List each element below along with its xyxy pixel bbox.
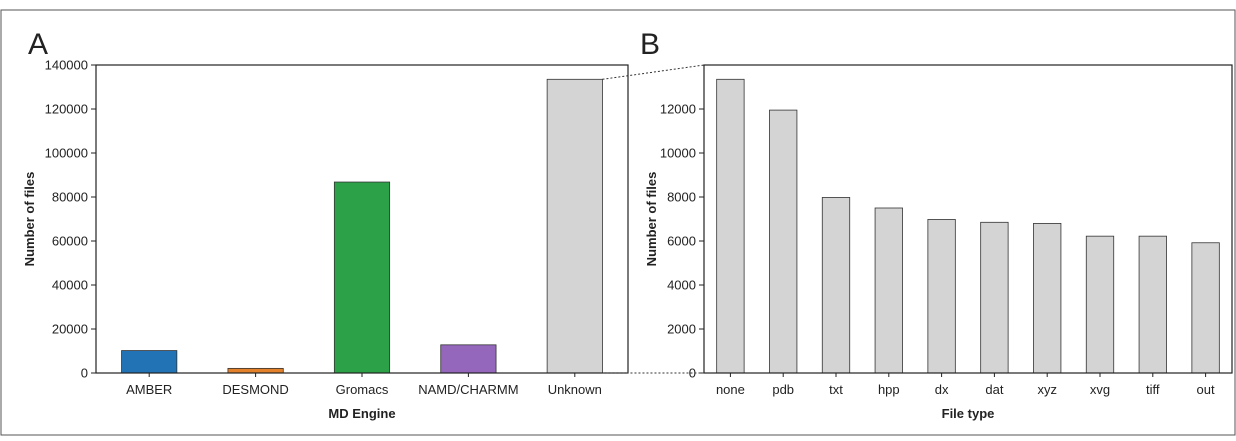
bar-none [716, 78, 745, 374]
x-tick-label: Gromacs [336, 382, 389, 397]
bar-txt [821, 197, 851, 374]
y-tick-label: 20000 [52, 322, 88, 337]
bar-dat [980, 221, 1009, 374]
bar-namd-charmm [440, 344, 497, 374]
bar-xvg [1085, 235, 1115, 374]
x-tick-label: xvg [1090, 382, 1110, 397]
y-tick-label: 6000 [667, 234, 696, 249]
y-tick-label: 140000 [45, 58, 88, 73]
bar-out [1191, 242, 1220, 374]
x-tick-label: NAMD/CHARMM [418, 382, 518, 397]
x-tick-label: tiff [1146, 382, 1160, 397]
plot-frame [703, 64, 1233, 374]
bar-gromacs [333, 181, 391, 374]
y-tick-label: 60000 [52, 234, 88, 249]
x-axis-title: MD Engine [328, 406, 395, 421]
bar-pdb [769, 109, 798, 374]
y-tick-label: 0 [81, 366, 88, 381]
x-tick-label: AMBER [126, 382, 172, 397]
x-tick-label: DESMOND [222, 382, 288, 397]
x-tick-label: none [716, 382, 745, 397]
bar-desmond [227, 367, 284, 374]
bar-amber [121, 350, 178, 374]
figure-frame [0, 9, 1236, 436]
y-tick-label: 80000 [52, 190, 88, 205]
plot-frame [95, 64, 629, 374]
y-tick-label: 120000 [45, 102, 88, 117]
y-tick-label: 2000 [667, 322, 696, 337]
y-tick-label: 12000 [660, 102, 696, 117]
x-tick-label: out [1197, 382, 1215, 397]
x-tick-label: hpp [878, 382, 900, 397]
x-tick-label: dat [985, 382, 1003, 397]
y-axis-title: Number of files [644, 172, 659, 267]
y-tick-label: 10000 [660, 146, 696, 161]
zoom-connector-top [602, 64, 705, 80]
bar-dx [927, 219, 956, 374]
y-tick-label: 8000 [667, 190, 696, 205]
y-tick-label: 4000 [667, 278, 696, 293]
panel-letter-a: A [28, 28, 48, 61]
bar-hpp [874, 207, 903, 374]
bar-tiff [1138, 235, 1167, 374]
y-tick-label: 40000 [52, 278, 88, 293]
x-tick-label: txt [829, 382, 843, 397]
chart-b: none pdb txt hpp dx dat xyz xvg tiff out020004000… [644, 64, 1233, 421]
x-tick-label: xyz [1037, 382, 1057, 397]
x-axis-title: File type [942, 406, 995, 421]
x-tick-label: pdb [772, 382, 794, 397]
y-tick-label: 100000 [45, 146, 88, 161]
y-axis-title: Number of files [22, 172, 37, 267]
panel-letter-b: B [640, 28, 660, 61]
x-tick-label: Unknown [548, 382, 602, 397]
x-tick-label: dx [935, 382, 949, 397]
bar-unknown [546, 78, 603, 374]
chart-a: AMBER DESMOND Gromacs NAMD/CHARMM Unknown 0 20… [22, 58, 629, 421]
bar-xyz [1033, 222, 1062, 374]
